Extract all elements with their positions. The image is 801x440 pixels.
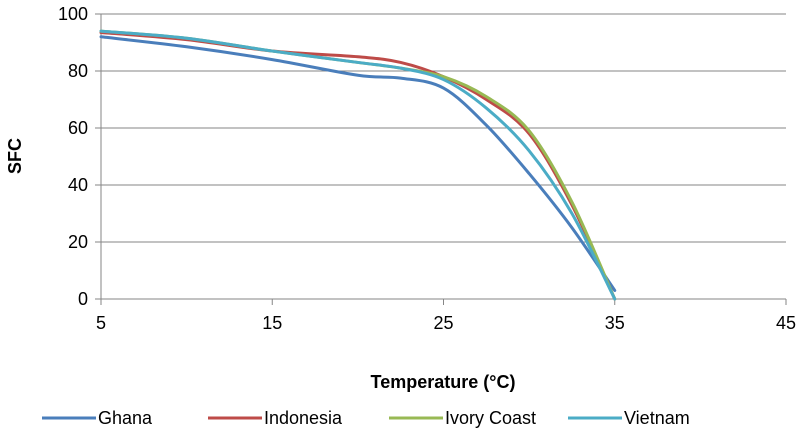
x-tick-label-0: 5 bbox=[96, 313, 106, 333]
y-tick-label-3: 60 bbox=[68, 118, 88, 138]
x-tick-label-3: 35 bbox=[605, 313, 625, 333]
gridlines bbox=[101, 13, 786, 243]
legend-label-ivory-coast: Ivory Coast bbox=[445, 408, 536, 428]
tick-labels: 0 20 40 60 80 100 5 15 25 35 45 bbox=[58, 4, 796, 333]
series-line-ghana bbox=[99, 35, 617, 292]
y-tick-label-5: 100 bbox=[58, 4, 88, 24]
series-line-indonesia bbox=[99, 31, 617, 301]
y-tick-label-0: 0 bbox=[78, 289, 88, 309]
axes bbox=[95, 13, 787, 305]
x-tick-label-4: 45 bbox=[776, 313, 796, 333]
y-tick-label-1: 20 bbox=[68, 232, 88, 252]
legend-label-vietnam: Vietnam bbox=[624, 408, 690, 428]
series-line-vietnam bbox=[99, 29, 617, 301]
legend-label-indonesia: Indonesia bbox=[264, 408, 343, 428]
x-axis-title: Temperature (°C) bbox=[371, 372, 516, 392]
x-tick-label-1: 15 bbox=[262, 313, 282, 333]
y-tick-label-2: 40 bbox=[68, 175, 88, 195]
series-lines bbox=[99, 29, 617, 301]
x-tick-label-2: 25 bbox=[433, 313, 453, 333]
y-axis-title: SFC bbox=[5, 138, 25, 174]
legend: Ghana Indonesia Ivory Coast Vietnam bbox=[42, 408, 690, 428]
y-tick-label-4: 80 bbox=[68, 61, 88, 81]
legend-label-ghana: Ghana bbox=[98, 408, 153, 428]
